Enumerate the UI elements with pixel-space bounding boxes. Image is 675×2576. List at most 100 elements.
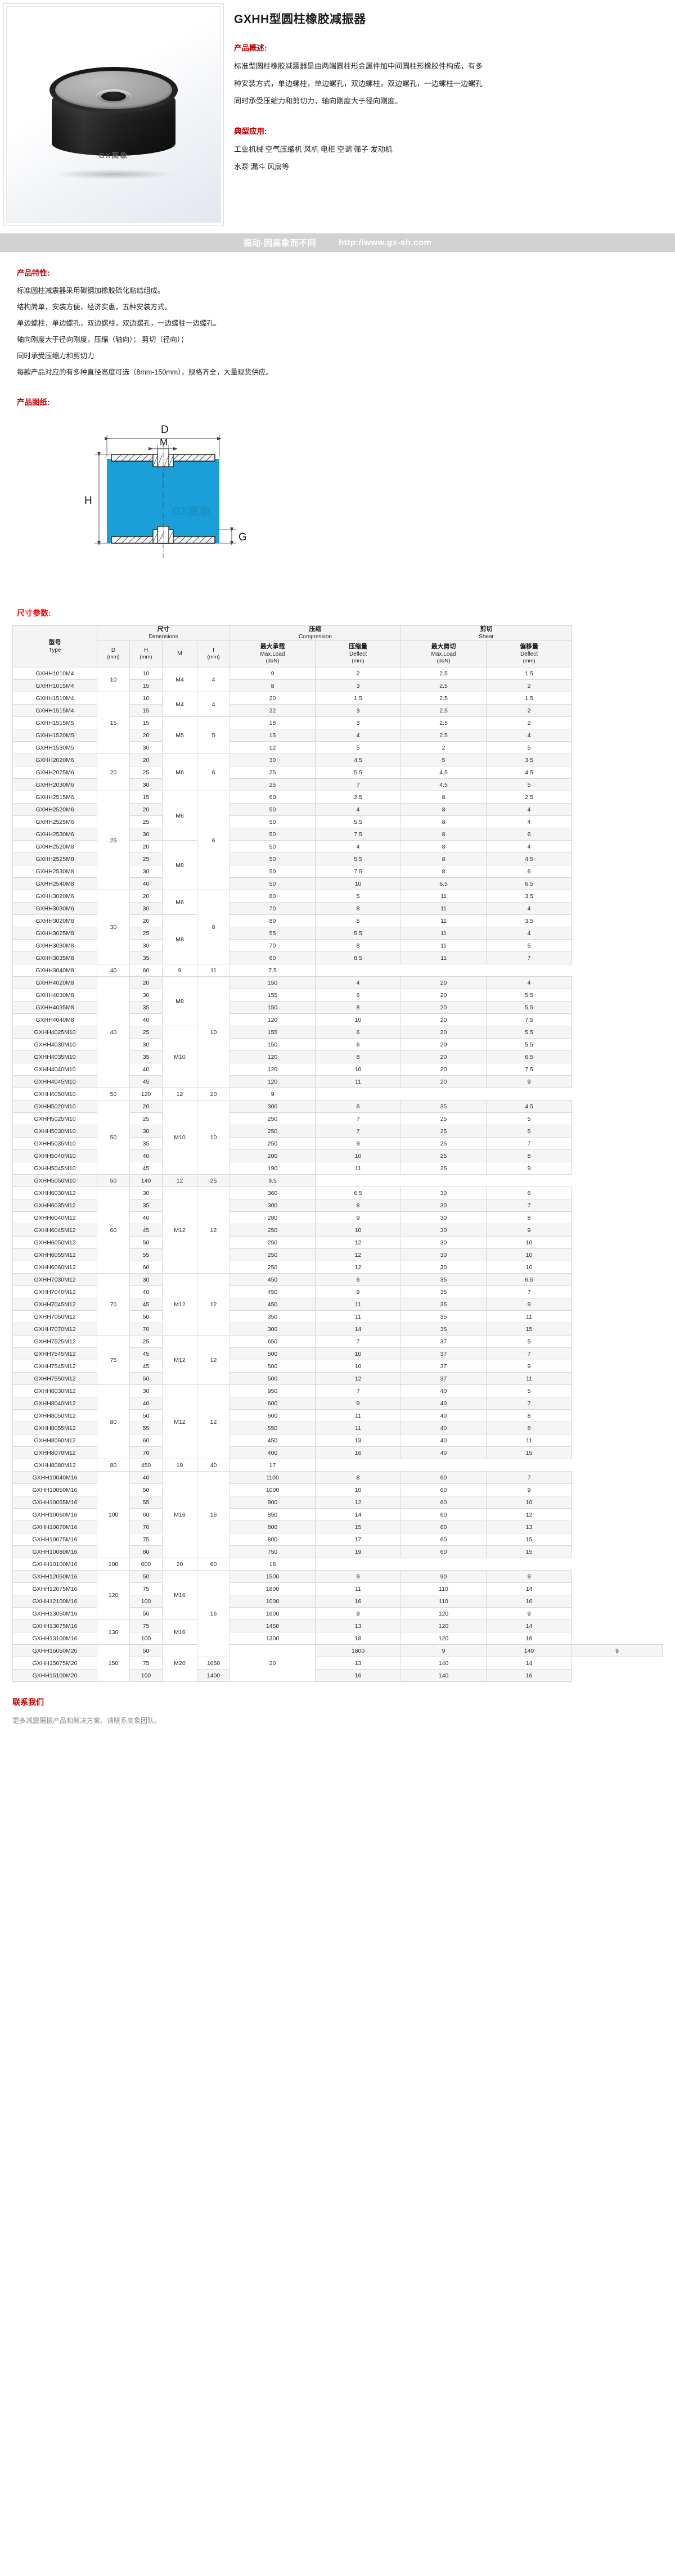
cell-m: M4 [162,692,197,717]
cell-h: 40 [129,1211,163,1224]
table-row: GXHH10075M16 75 800 17 60 15 [12,1533,663,1546]
cell-type: GXHH10075M16 [12,1533,97,1546]
cell-compression-maxload: 50 [230,828,316,841]
cell-h: 15 [129,679,163,692]
cell-compression-deflect: 13 [314,1434,402,1447]
cell-shear-maxload: 25 [400,1162,487,1175]
cell-compression-deflect: 9 [162,964,197,977]
table-row: GXHH4040M10 40 120 10 20 7.5 [12,1063,663,1076]
cell-m: M4 [162,667,197,692]
table-row: GXHH2520M6 20 50 4 8 4 [12,803,663,816]
cell-compression-maxload: 120 [230,1063,316,1076]
cell-shear-deflect: 1.5 [486,692,573,705]
table-row: GXHH10050M16 50 1000 10 60 9 [12,1483,663,1496]
table-row: GXHH6040M12 40 280 9 30 8 [12,1211,663,1224]
cell-type: GXHH12075M16 [12,1582,97,1595]
cell-compression-maxload: 120 [129,1088,163,1100]
cell-h: 45 [129,1162,163,1175]
cell-shear-maxload: 11 [400,890,487,903]
table-row: GXHH7040M12 40 450 9 35 7 [12,1285,663,1298]
cell-shear-maxload: 20 [400,1001,487,1014]
cell-shear-deflect: 7.5 [486,1013,573,1026]
cell-compression-deflect: 5 [314,890,402,903]
cell-type: GXHH6040M12 [12,1211,97,1224]
cell-shear-deflect: 17 [230,1459,316,1472]
cell-compression-deflect: 13 [314,1657,402,1670]
cell-shear-deflect: 3.5 [486,890,573,903]
cell-shear-deflect: 9 [486,1483,573,1496]
table-row: GXHH2525M8 25 50 5.5 8 4.5 [12,852,663,865]
cell-compression-deflect: 9 [314,1137,402,1150]
damper-shadow [53,169,174,180]
col-header-max-load: 最大承载 Max.Load (daN) [230,640,316,667]
banner-url[interactable]: http://www.gx-sh.com [339,238,432,247]
cell-type: GXHH5030M10 [12,1125,97,1138]
top-section: GX高象 GXHH型圆柱橡胶减振器 产品概述: 标准型圆柱橡胶减震器是由两端圆柱… [0,0,675,225]
cell-compression-maxload: 450 [230,1285,316,1298]
cell-compression-maxload: 1600 [230,1607,316,1620]
cell-type: GXHH2525M8 [12,852,97,865]
cell-type: GXHH10050M16 [12,1483,97,1496]
drawing-heading: 产品图纸: [17,398,50,407]
cell-shear-deflect: 3.5 [486,754,573,766]
cell-shear-maxload: 40 [400,1446,487,1459]
cell-shear-maxload: 11 [400,902,487,915]
cell-compression-maxload: 1400 [197,1669,230,1682]
col-type: 型号 Type [12,625,97,667]
cell-shear-maxload: 60 [400,1483,487,1496]
table-row: GXHH5050M10 50 140 12 25 9.5 [12,1174,663,1187]
cell-type: GXHH7550M12 [12,1372,97,1385]
table-row: GXHH8055M12 55 550 11 40 8 [12,1422,663,1434]
cell-type: GXHH7545M12 [12,1347,97,1360]
cell-type: GXHH2025M6 [12,766,97,779]
cell-compression-deflect: 6 [314,1026,402,1039]
cell-shear-maxload: 4.5 [400,766,487,779]
cell-d: 50 [97,1100,130,1175]
cell-compression-deflect: 9 [314,1570,402,1583]
cell-d: 40 [97,976,130,1088]
cell-compression-deflect: 4 [314,976,402,989]
cell-shear-deflect: 10 [486,1248,573,1261]
cell-compression-maxload: 50 [230,877,316,890]
cell-i: 20 [230,1644,316,1682]
cell-type: GXHH5045M10 [12,1162,97,1175]
cell-h: 50 [129,1483,163,1496]
cell-shear-deflect: 7 [486,951,573,964]
cell-compression-deflect: 6 [314,1100,402,1113]
cell-compression-maxload: 450 [230,1298,316,1311]
cell-shear-deflect: 5.5 [486,1001,573,1014]
cell-shear-maxload: 20 [400,976,487,989]
table-row: GXHH8050M12 50 600 11 40 8 [12,1409,663,1422]
table-row: GXHH2025M6 25 25 5.5 4.5 4.5 [12,766,663,779]
table-row: GXHH8060M12 60 450 13 40 11 [12,1434,663,1447]
cell-compression-maxload: 80 [230,890,316,903]
cell-compression-deflect: 7 [314,1335,402,1348]
cell-h: 40 [129,1285,163,1298]
cell-compression-deflect: 8 [314,1199,402,1212]
cell-compression-maxload: 950 [230,1384,316,1397]
cell-h: 10 [129,692,163,705]
cell-shear-maxload: 8 [400,852,487,865]
cell-shear-maxload: 25 [400,1112,487,1125]
features-line: 同时承受压缩力和剪切力 [17,352,94,360]
table-row: GXHH7545M12 45 500 10 37 9 [12,1360,663,1373]
cell-shear-maxload: 20 [400,1038,487,1051]
cell-h: 40 [129,1013,163,1026]
cell-d: 70 [97,1273,130,1336]
features-section: 产品特性: 标准圆柱减震器采用碳钢加橡胶硫化粘结组成。 结构简单，安装方便，经济… [0,267,675,379]
cell-h: 50 [129,1409,163,1422]
table-row: GXHH6030M12 60 30 M12 12 360 6.5 30 6 [12,1187,663,1274]
cell-h: 70 [129,1521,163,1533]
table-row: GXHH7550M12 50 500 12 37 11 [12,1372,663,1385]
cell-compression-deflect: 7.5 [314,828,402,841]
cell-compression-maxload: 60 [230,951,316,964]
cell-m: M20 [162,1644,197,1682]
cell-compression-maxload: 25 [230,766,316,779]
cell-compression-maxload: 155 [230,989,316,1001]
table-row: GXHH2030M6 30 25 7 4.5 5 [12,778,663,791]
cell-shear-deflect: 4 [486,803,573,816]
cell-type: GXHH1515M5 [12,716,97,729]
table-row: GXHH2020M6 20 20 M6 6 30 4.5 5 3.5 [12,754,663,791]
cell-compression-deflect: 3 [314,704,402,717]
cell-compression-maxload: 150 [230,976,316,989]
